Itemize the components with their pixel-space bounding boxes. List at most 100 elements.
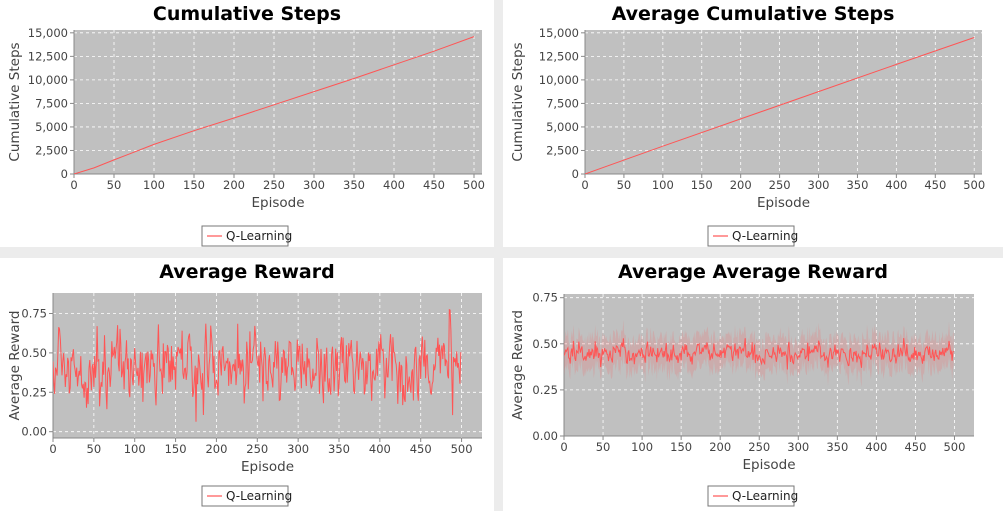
chart0-x-tick-label: 0 [70, 178, 77, 192]
chart0-y-tick-label: 7,500 [35, 96, 68, 110]
chart1-y-tick-label: 5,000 [546, 120, 579, 134]
chart2-x-tick-label: 450 [410, 442, 432, 456]
chart0-y-tick-label: 5,000 [35, 120, 68, 134]
chart2-x-tick-label: 500 [451, 442, 473, 456]
chart3-x-axis-label: Episode [742, 457, 795, 473]
chart0-plot-area [74, 30, 482, 174]
chart1-y-tick-label: 15,000 [539, 26, 579, 40]
average-average-reward-chart: Average Average Reward 0 50 100 150 200 250 300… [510, 261, 974, 507]
chart3-y-tick-label: 0.00 [532, 429, 558, 443]
chart3-x-tick-label: 300 [787, 440, 809, 454]
chart0-x-tick-label: 200 [223, 178, 245, 192]
chart3-x-tick-label: 0 [560, 440, 567, 454]
chart0-x-tick-label: 450 [423, 178, 445, 192]
chart2-y-tick-label: 0.50 [21, 346, 47, 360]
chart1-x-tick-label: 400 [885, 178, 907, 192]
chart2-x-tick-label: 300 [287, 442, 309, 456]
chart0-series-line [74, 36, 475, 174]
chart1-legend-label: Q-Learning [732, 229, 798, 243]
chart0-legend [201, 225, 289, 247]
chart0-x-tick-label: 100 [143, 178, 165, 192]
chart3-x-tick-label: 150 [670, 440, 692, 454]
cumulative-steps-chart: Cumulative Steps 0 50 100 150 200 250 300 350 400… [7, 3, 485, 247]
chart1-y-tick-label: 12,500 [539, 49, 579, 63]
chart3-x-tick-label: 50 [596, 440, 611, 454]
chart1-x-tick-label: 250 [769, 178, 791, 192]
chart1-x-tick-label: 200 [730, 178, 752, 192]
chart2-y-tick-label: 0.00 [21, 425, 47, 439]
chart1-y-tick-label: 0 [572, 167, 579, 181]
chart0-y-tick-label: 0 [61, 167, 68, 181]
chart0-title: Cumulative Steps [153, 3, 341, 25]
average-reward-chart: Average Reward 0 50 100 150 200 250 300 350 400 45… [7, 261, 482, 507]
chart3-y-tick-label: 0.25 [532, 383, 558, 397]
chart2-plot-area [53, 293, 482, 438]
chart0-y-tick-label: 2,500 [35, 143, 68, 157]
chart1-title: Average Cumulative Steps [612, 3, 895, 25]
chart-panel-average-cumulative-steps: Average Cumulative Steps 0 50 100 150 200 250 3… [503, 0, 1003, 247]
chart2-x-tick-label: 200 [205, 442, 227, 456]
chart3-legend [707, 485, 795, 507]
chart3-x-tick-label: 350 [826, 440, 848, 454]
chart2-x-tick-label: 350 [328, 442, 350, 456]
chart0-y-tick-label: 12,500 [28, 49, 68, 63]
chart1-legend [707, 225, 795, 247]
chart1-y-axis-label: Cumulative Steps [510, 42, 526, 161]
chart0-x-tick-label: 300 [303, 178, 325, 192]
chart3-x-tick-label: 400 [865, 440, 887, 454]
chart-panel-average-average-reward: Average Average Reward 0 50 100 150 200 250 300… [503, 258, 1003, 511]
chart1-x-axis-label: Episode [757, 195, 810, 211]
chart1-y-tick-label: 2,500 [546, 143, 579, 157]
chart3-series-line [564, 337, 955, 370]
chart1-x-tick-label: 0 [581, 178, 588, 192]
chart1-x-tick-label: 350 [846, 178, 868, 192]
chart3-plot-area [564, 294, 974, 436]
chart0-x-tick-label: 350 [343, 178, 365, 192]
chart3-x-tick-label: 200 [709, 440, 731, 454]
chart3-x-tick-label: 100 [631, 440, 653, 454]
chart3-title: Average Average Reward [618, 261, 888, 283]
chart3-x-tick-label: 450 [904, 440, 926, 454]
chart1-x-tick-label: 500 [963, 178, 985, 192]
chart2-x-tick-label: 0 [49, 442, 56, 456]
chart0-x-tick-label: 250 [263, 178, 285, 192]
chart3-y-tick-label: 0.50 [532, 337, 558, 351]
chart2-title: Average Reward [159, 261, 334, 283]
chart1-y-tick-label: 10,000 [539, 73, 579, 87]
chart0-x-axis-label: Episode [251, 195, 304, 211]
chart1-x-tick-label: 100 [652, 178, 674, 192]
chart-panel-average-reward: Average Reward 0 50 100 150 200 250 300 350 400 45… [0, 258, 494, 511]
chart3-x-tick-label: 250 [748, 440, 770, 454]
chart3-y-axis-label: Average Reward [510, 310, 526, 420]
chart3-series-band [564, 319, 954, 388]
chart2-x-tick-label: 50 [87, 442, 102, 456]
chart1-x-tick-label: 50 [617, 178, 632, 192]
chart1-x-tick-label: 300 [808, 178, 830, 192]
chart0-legend-label: Q-Learning [226, 229, 292, 243]
chart2-x-axis-label: Episode [241, 459, 294, 475]
chart3-y-tick-label: 0.75 [532, 291, 558, 305]
chart0-x-tick-label: 50 [107, 178, 122, 192]
chart0-y-tick-label: 15,000 [28, 26, 68, 40]
chart1-x-tick-label: 450 [924, 178, 946, 192]
chart2-legend [201, 485, 289, 507]
chart0-y-axis-label: Cumulative Steps [7, 42, 23, 161]
chart2-x-tick-label: 400 [369, 442, 391, 456]
average-cumulative-steps-chart: Average Cumulative Steps 0 50 100 150 200 250 3… [510, 3, 985, 247]
chart1-series-line [585, 37, 975, 174]
chart0-y-tick-label: 10,000 [28, 73, 68, 87]
chart0-x-tick-label: 150 [183, 178, 205, 192]
chart2-series-line [53, 308, 462, 422]
chart2-x-tick-label: 250 [246, 442, 268, 456]
chart2-x-tick-label: 150 [165, 442, 187, 456]
chart1-x-tick-label: 150 [691, 178, 713, 192]
chart0-x-tick-label: 500 [463, 178, 485, 192]
chart2-x-tick-label: 100 [124, 442, 146, 456]
chart0-x-tick-label: 400 [383, 178, 405, 192]
chart1-y-tick-label: 7,500 [546, 96, 579, 110]
chart2-y-axis-label: Average Reward [7, 310, 23, 420]
chart2-y-tick-label: 0.25 [21, 385, 47, 399]
chart-panel-cumulative-steps: Cumulative Steps 0 50 100 150 200 250 300 350 400… [0, 0, 494, 247]
chart3-x-tick-label: 500 [943, 440, 965, 454]
chart2-legend-label: Q-Learning [226, 489, 292, 503]
